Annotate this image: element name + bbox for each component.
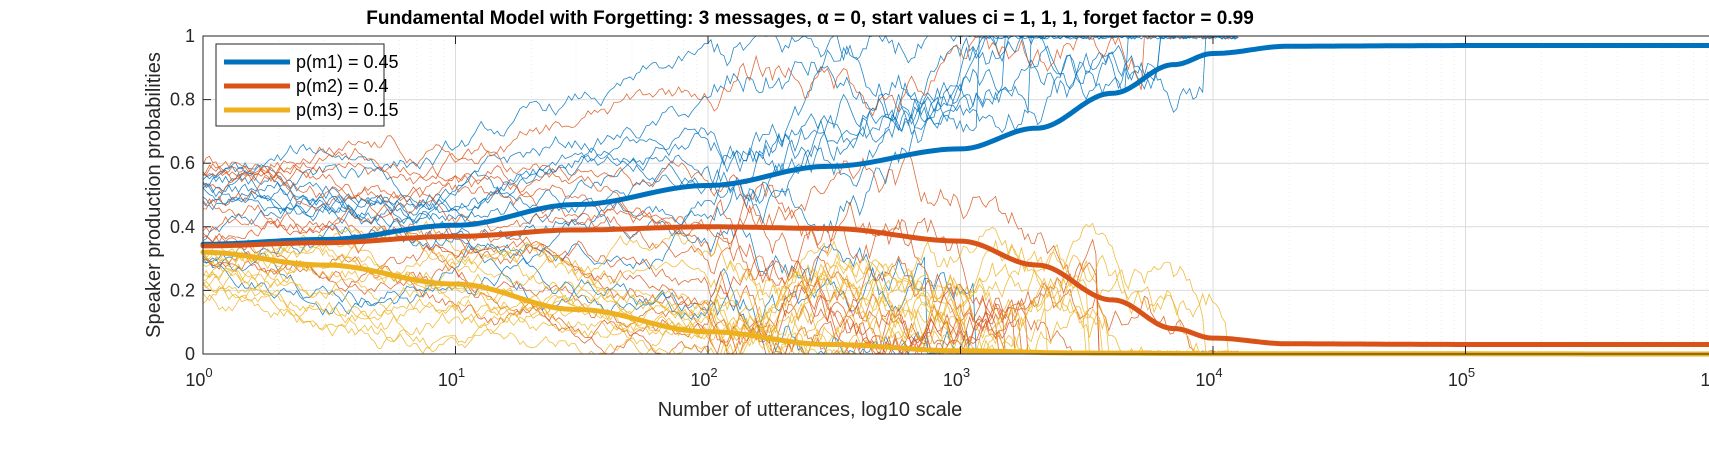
simulation-run (202, 164, 1239, 355)
y-tick-label: 0 (185, 344, 195, 364)
mean-line-m2 (200, 224, 1709, 347)
x-tick-label: 101 (438, 365, 465, 390)
mean-line-m3 (200, 249, 1709, 357)
simulation-run (202, 268, 1239, 355)
x-tick-label: 105 (1448, 365, 1475, 390)
y-tick-label: 0.2 (170, 280, 195, 300)
simulation-run (202, 35, 1239, 222)
legend-label-m1: p(m1) = 0.45 (296, 52, 399, 72)
y-tick-labels: 0 0.2 0.4 0.6 0.8 1 (170, 26, 195, 364)
simulation-run (202, 152, 1239, 355)
legend: p(m1) = 0.45 p(m2) = 0.4 p(m3) = 0.15 (215, 43, 399, 127)
y-tick-label: 1 (185, 26, 195, 46)
simulation-run (202, 34, 1239, 182)
simulation-run (202, 222, 1239, 355)
simulation-run (202, 239, 1239, 355)
x-tick-label: 102 (690, 365, 717, 390)
x-tick-label: 103 (943, 365, 970, 390)
x-tick-label: 106 (1700, 365, 1709, 390)
x-axis-label: Number of utterances, log10 scale (658, 399, 963, 421)
simulation-run (202, 217, 1239, 355)
minor-grid (278, 36, 1707, 354)
y-tick-label: 0.4 (170, 217, 195, 237)
y-tick-label: 0.6 (170, 153, 195, 173)
simulation-run (202, 35, 1239, 189)
simulation-run (202, 260, 1239, 355)
axis-ticks (202, 35, 1466, 355)
mean-line-m1 (200, 43, 1709, 247)
x-tick-label: 104 (1195, 365, 1222, 390)
chart-title: Fundamental Model with Forgetting: 3 mes… (366, 8, 1254, 29)
simulation-run (202, 35, 1239, 308)
legend-label-m2: p(m2) = 0.4 (296, 76, 389, 96)
x-tick-labels: 100 101 102 103 104 105 106 (185, 365, 1709, 390)
x-tick-label: 100 (185, 365, 212, 390)
mean-lines (200, 43, 1709, 357)
simulation-run (202, 35, 1239, 228)
y-axis-label: Speaker production probabilities (143, 52, 165, 338)
legend-label-m3: p(m3) = 0.15 (296, 100, 399, 120)
y-tick-label: 0.8 (170, 90, 195, 110)
